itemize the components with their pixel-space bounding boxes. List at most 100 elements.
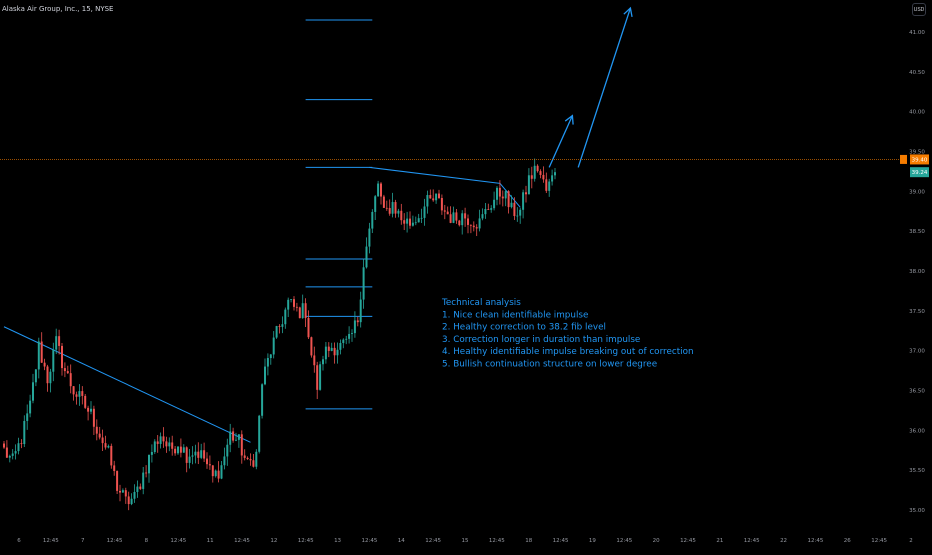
candle-body [188, 456, 191, 463]
candle [374, 194, 377, 220]
projection-arrow-line [577, 7, 632, 168]
candle-body [469, 224, 472, 226]
candle [34, 369, 37, 387]
candle-body [194, 451, 197, 456]
candle-body [481, 214, 484, 219]
candle-body [449, 214, 452, 223]
candle-body [330, 347, 333, 351]
candle-body [148, 454, 150, 474]
candle-body [353, 320, 356, 334]
candle [264, 358, 266, 386]
candle-body [269, 354, 272, 359]
candle-body [319, 364, 322, 390]
trendline [499, 183, 521, 208]
y-tick-label: 36.00 [909, 428, 925, 434]
candle [513, 197, 516, 221]
candle [281, 316, 284, 334]
candle [551, 169, 554, 186]
candle-body [504, 191, 507, 199]
candle-body [81, 391, 84, 396]
y-axis[interactable]: 35.00 35.50 36.00 36.50 37.00 37.50 38.00 38.50… [900, 30, 929, 514]
candle-body [5, 447, 8, 458]
last-close-badge[interactable] [910, 167, 929, 178]
current-price-badge[interactable] [910, 154, 929, 165]
candle-body [472, 225, 475, 228]
x-tick-label: 22 [780, 538, 787, 544]
candle-body [197, 451, 200, 458]
candle [235, 432, 237, 442]
candle [525, 185, 527, 203]
candle [481, 208, 484, 221]
candle [417, 213, 420, 223]
candle-body [200, 450, 203, 458]
candle-body [298, 307, 301, 319]
candle-body [545, 179, 548, 191]
x-tick-label: 7 [81, 538, 85, 544]
x-tick-label: 12 [270, 538, 277, 544]
candle [171, 435, 174, 456]
candle [548, 178, 551, 197]
drawing-layer [3, 6, 633, 443]
candle [246, 456, 249, 460]
arrow-head [564, 114, 574, 125]
candle-body [266, 358, 269, 367]
candle [90, 401, 92, 415]
candle-body [142, 472, 145, 489]
analysis-annotation[interactable]: Technical analysis 1. Nice clean identifi… [441, 298, 694, 369]
candle [156, 435, 159, 453]
candle-body [310, 337, 313, 356]
candle [5, 440, 8, 458]
candle-body [533, 165, 536, 179]
candle [342, 338, 345, 349]
x-axis[interactable]: 6 12:45 7 12:45 8 12:45 11 12:45 12 12:45 13 12:45 1… [17, 538, 913, 544]
x-tick-label: 15 [462, 538, 469, 544]
candle [469, 224, 472, 234]
candle [496, 186, 498, 206]
candle [458, 219, 461, 227]
candle [380, 182, 382, 205]
candle-body [249, 459, 252, 461]
candle [104, 435, 107, 450]
candle-body [461, 213, 464, 226]
candle [362, 258, 365, 309]
currency-button[interactable]: USD [912, 3, 926, 16]
candle-body [443, 210, 446, 212]
candle-body [327, 346, 330, 351]
candle-body [98, 433, 101, 438]
annotation-title: Technical analysis [441, 298, 521, 308]
candle [278, 324, 281, 334]
candle [3, 440, 5, 449]
candle [116, 470, 119, 495]
candle-body [371, 211, 374, 229]
candle [522, 189, 525, 219]
x-tick-label: 12:45 [680, 538, 696, 544]
candle [545, 172, 548, 194]
candle-body [542, 174, 545, 180]
candle-body [304, 303, 307, 319]
candle-body [342, 339, 345, 344]
annotation-line: 3. Correction longer in duration than im… [442, 335, 640, 345]
last-close-label: 39.24 [912, 170, 928, 176]
x-tick-label: 12:45 [425, 538, 441, 544]
x-tick-label: 12:45 [361, 538, 377, 544]
candle [313, 346, 316, 373]
candle [322, 355, 324, 371]
candle-body [440, 197, 443, 211]
candle [240, 430, 243, 464]
candle-body [530, 175, 533, 179]
candle [284, 307, 287, 329]
candle-body [121, 490, 124, 493]
x-tick-label: 13 [334, 538, 341, 544]
candle [388, 199, 391, 216]
candle [78, 384, 81, 406]
candle [368, 222, 371, 254]
candle-body [507, 191, 510, 208]
candle-body [498, 187, 501, 197]
candle-body [409, 218, 411, 226]
candle-body [43, 362, 46, 367]
candle [324, 341, 327, 364]
candle [182, 444, 185, 453]
candle [208, 455, 211, 470]
